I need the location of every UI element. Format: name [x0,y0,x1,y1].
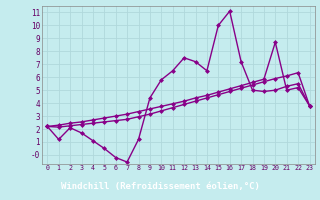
Text: Windchill (Refroidissement éolien,°C): Windchill (Refroidissement éolien,°C) [60,182,260,190]
